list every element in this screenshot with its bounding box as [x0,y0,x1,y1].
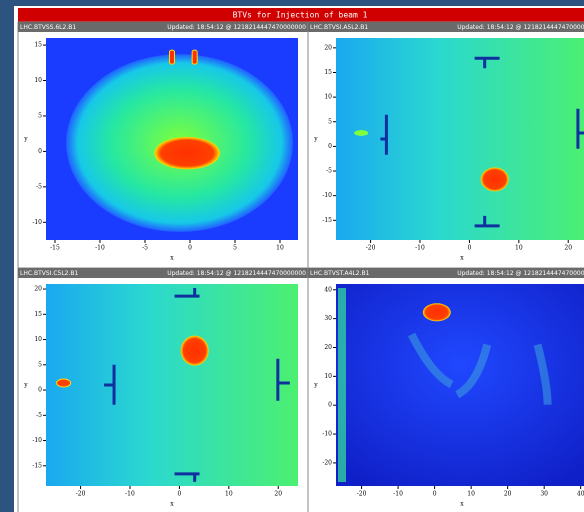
y-tick-label: 40 [324,286,332,293]
y-tick-label: 20 [34,286,42,293]
panel: LHC.BTVSI.C5L2.B1 Updated: 18:54:12 @ 121… [18,268,308,512]
y-tick-label: 5 [38,112,42,119]
panel-name: LHC.BTVSS.6L2.B1 [20,24,76,31]
panel: LHC.BTVSS.6L2.B1 Updated: 18:54:12 @ 1218… [18,22,308,268]
y-tick-label: -5 [326,168,332,175]
x-tick-label: -10 [125,491,135,498]
page: BTVs for Injection of beam 1 LHC.BTVSS.6… [0,0,584,512]
y-tick-label: 10 [324,94,332,101]
y-tick-label: 15 [324,69,332,76]
y-tick-label: -10 [322,192,332,199]
x-tick-label: 10 [515,245,523,252]
image-spot [154,137,220,169]
y-tick-label: -5 [36,183,42,190]
image-mark [338,288,346,482]
y-tick-label: 20 [324,344,332,351]
x-tick-label: 10 [225,491,233,498]
x-tick-label: 10 [276,245,284,252]
y-tick-label: -15 [322,217,332,224]
x-tick-label: 10 [467,491,475,498]
x-tick-label: -10 [415,245,425,252]
x-tick-label: 0 [433,491,437,498]
y-tick-label: 5 [38,361,42,368]
panel-updated: Updated: 18:54:12 @ 1218214447470000000 [457,24,584,31]
y-axis-label: y [313,382,318,389]
y-tick-label: 15 [34,311,42,318]
y-tick-label: -10 [32,437,42,444]
y-axis-label: y [313,136,318,143]
y-tick-label: 5 [328,118,332,125]
y-tick-label: -10 [322,431,332,438]
x-tick-label: -20 [76,491,86,498]
x-tick-label: 0 [188,245,192,252]
x-tick-label: -15 [50,245,60,252]
image-spot [481,167,509,191]
image-mark [57,379,71,387]
y-axis-label: y [23,382,28,389]
x-tick-label: -20 [357,491,367,498]
y-tick-label: 20 [324,44,332,51]
panel: LHC.BTVST.A4L2.B1 Updated: 18:54:12 @ 121… [308,268,584,512]
panel-updated: Updated: 18:54:12 @ 1218214447470000000 [167,24,306,31]
x-tick-label: 40 [577,491,584,498]
screen: BTVs for Injection of beam 1 LHC.BTVSS.6… [0,0,584,512]
x-tick-label: 20 [504,491,512,498]
y-tick-label: 10 [34,77,42,84]
y-tick-label: -20 [322,459,332,466]
x-tick-label: -10 [95,245,105,252]
y-tick-label: -15 [32,462,42,469]
x-tick-label: -10 [393,491,403,498]
x-tick-label: 20 [564,245,572,252]
y-tick-label: 10 [34,336,42,343]
panel-name: LHC.BTVSI.C5L2.B1 [20,270,79,277]
image-bg [46,284,298,486]
y-tick-label: 0 [38,387,42,394]
y-axis-label: y [23,136,28,143]
image-spot [181,336,209,366]
x-tick-label: -20 [366,245,376,252]
image-mark [192,50,197,64]
y-tick-label: 15 [34,42,42,49]
panel-name: LHC.BTVST.A4L2.B1 [310,270,370,277]
image-spot [423,303,451,321]
x-tick-label: 30 [540,491,548,498]
panel-name: LHC.BTVSI.A5L2.B1 [310,24,368,31]
panel-updated: Updated: 18:54:12 @ 1218214447470000000 [167,270,306,277]
x-tick-label: -5 [142,245,148,252]
panel-updated: Updated: 18:54:12 @ 1218214447470000000 [457,270,584,277]
x-tick-label: 0 [177,491,181,498]
panel: LHC.BTVSI.A5L2.B1 Updated: 18:54:12 @ 121… [308,22,584,268]
y-tick-label: -10 [32,219,42,226]
y-tick-label: 0 [328,143,332,150]
x-tick-label: 20 [274,491,282,498]
x-tick-label: 0 [467,245,471,252]
y-tick-label: 0 [38,148,42,155]
image-bg [336,38,584,240]
image-mark [354,130,368,136]
y-tick-label: 10 [324,373,332,380]
window-title: BTVs for Injection of beam 1 [233,11,368,20]
y-tick-label: 30 [324,315,332,322]
image-mark [169,50,174,64]
x-tick-label: 5 [233,245,237,252]
y-tick-label: -5 [36,412,42,419]
y-tick-label: 0 [328,402,332,409]
